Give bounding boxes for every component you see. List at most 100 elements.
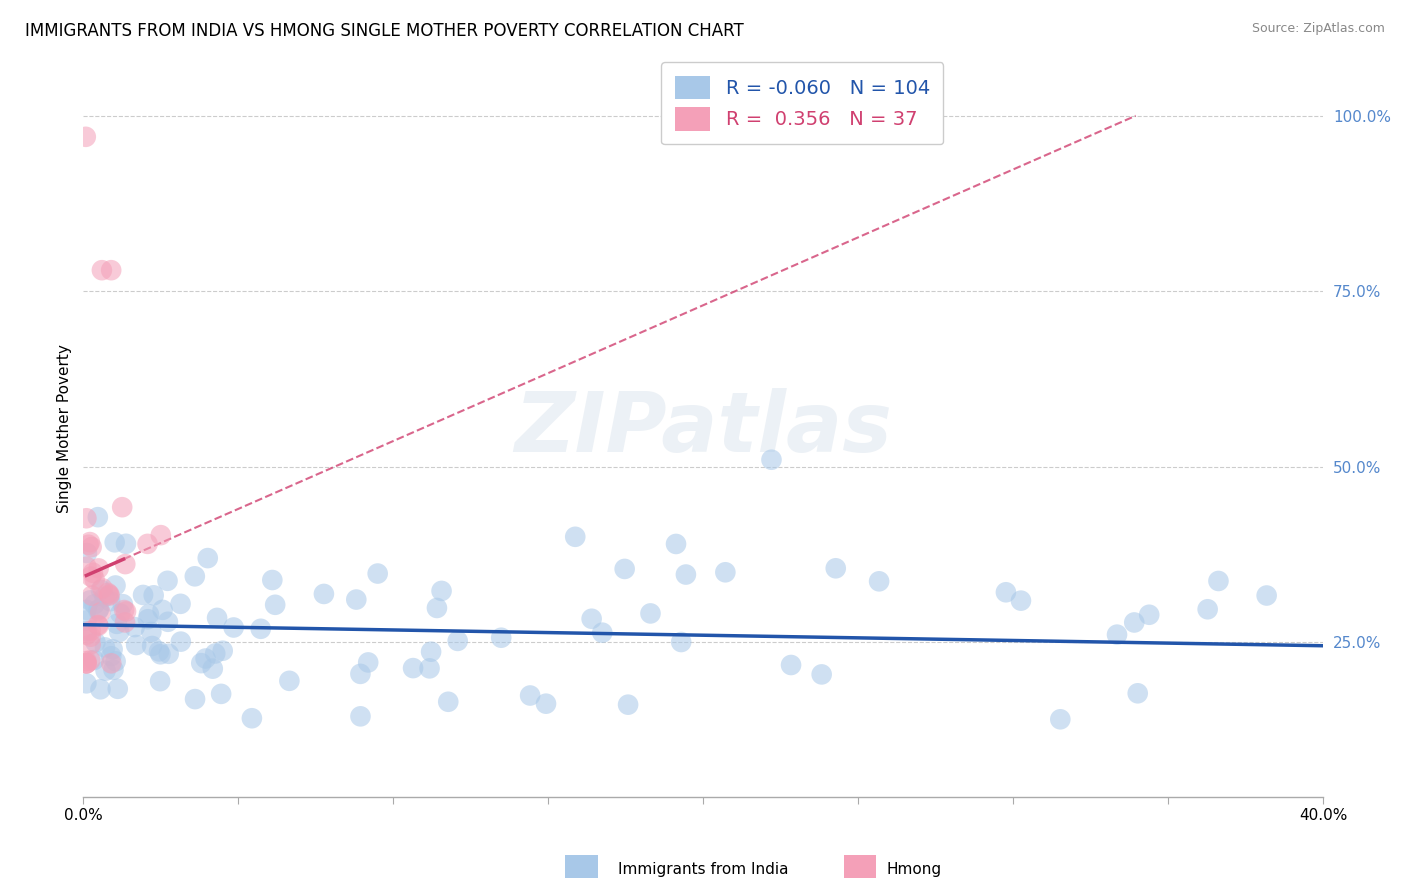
Point	[564, 530, 586, 544]
Point	[149, 648, 172, 662]
Point	[104, 578, 127, 592]
Point	[141, 639, 163, 653]
Point	[262, 573, 284, 587]
Point	[211, 643, 233, 657]
Point	[87, 618, 110, 632]
Point	[170, 634, 193, 648]
Bar	[844, 855, 876, 878]
Point	[80, 624, 103, 638]
Point	[824, 561, 846, 575]
Text: Immigrants from India: Immigrants from India	[617, 863, 789, 877]
Point	[312, 587, 335, 601]
Point	[79, 535, 101, 549]
Point	[83, 573, 105, 587]
Point	[136, 537, 159, 551]
Point	[1123, 615, 1146, 630]
Point	[714, 566, 737, 580]
Point	[98, 594, 121, 608]
Point	[125, 638, 148, 652]
Point	[124, 620, 146, 634]
Point	[437, 695, 460, 709]
Point	[100, 263, 122, 277]
Point	[1256, 589, 1278, 603]
Point	[278, 673, 301, 688]
Point	[142, 588, 165, 602]
Text: ZIPatlas: ZIPatlas	[515, 388, 893, 468]
Point	[349, 709, 371, 723]
Point	[87, 603, 110, 617]
Point	[149, 528, 172, 542]
Point	[107, 681, 129, 696]
Point	[169, 597, 191, 611]
Point	[90, 263, 112, 277]
Bar	[565, 855, 598, 878]
Point	[669, 635, 692, 649]
Point	[136, 612, 159, 626]
Point	[204, 647, 226, 661]
Point	[108, 624, 131, 639]
Point	[75, 614, 97, 628]
Point	[76, 624, 98, 638]
Text: Hmong: Hmong	[886, 863, 942, 877]
Point	[613, 562, 636, 576]
Point	[87, 602, 110, 616]
Point	[76, 546, 98, 560]
Point	[1208, 574, 1230, 588]
Point	[104, 535, 127, 549]
Point	[94, 664, 117, 678]
Point	[1010, 593, 1032, 607]
Point	[1049, 712, 1071, 726]
Point	[114, 557, 136, 571]
Point	[82, 566, 104, 580]
Y-axis label: Single Mother Poverty: Single Mother Poverty	[58, 343, 72, 513]
Point	[148, 644, 170, 658]
Point	[156, 574, 179, 588]
Point	[426, 601, 449, 615]
Point	[112, 603, 135, 617]
Point	[79, 637, 101, 651]
Point	[75, 603, 97, 617]
Point	[149, 674, 172, 689]
Text: Source: ZipAtlas.com: Source: ZipAtlas.com	[1251, 22, 1385, 36]
Point	[249, 622, 271, 636]
Point	[617, 698, 640, 712]
Point	[111, 597, 134, 611]
Point	[115, 605, 138, 619]
Point	[80, 569, 103, 583]
Point	[184, 692, 207, 706]
Point	[868, 574, 890, 589]
Point	[209, 687, 232, 701]
Point	[101, 642, 124, 657]
Point	[197, 551, 219, 566]
Point	[75, 676, 97, 690]
Point	[90, 582, 112, 597]
Point	[89, 682, 111, 697]
Point	[152, 603, 174, 617]
Point	[87, 618, 110, 632]
Point	[79, 630, 101, 644]
Point	[132, 588, 155, 602]
Point	[581, 612, 603, 626]
Point	[141, 624, 163, 639]
Point	[115, 537, 138, 551]
Point	[447, 633, 470, 648]
Point	[110, 607, 132, 621]
Point	[75, 129, 97, 144]
Point	[430, 583, 453, 598]
Point	[1105, 627, 1128, 641]
Point	[75, 657, 97, 671]
Text: IMMIGRANTS FROM INDIA VS HMONG SINGLE MOTHER POVERTY CORRELATION CHART: IMMIGRANTS FROM INDIA VS HMONG SINGLE MO…	[25, 22, 744, 40]
Point	[780, 658, 803, 673]
Point	[349, 666, 371, 681]
Point	[79, 593, 101, 607]
Point	[994, 585, 1017, 599]
Point	[105, 616, 128, 631]
Point	[184, 569, 207, 583]
Point	[534, 697, 557, 711]
Point	[205, 611, 228, 625]
Point	[76, 628, 98, 642]
Point	[240, 711, 263, 725]
Point	[201, 662, 224, 676]
Point	[420, 645, 443, 659]
Point	[138, 607, 160, 622]
